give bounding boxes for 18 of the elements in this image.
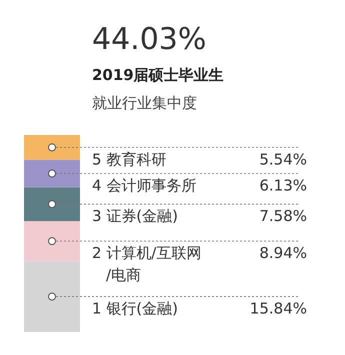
- bar: [24, 160, 80, 188]
- series-label: 5 教育科研: [92, 150, 166, 168]
- series-label: 1 银行(金融): [92, 300, 178, 318]
- series-label: 4 会计师事务所: [92, 176, 196, 194]
- series-label: 2 计算机/互联网/电商: [92, 244, 202, 284]
- bar: [24, 221, 80, 262]
- series-label: 3 证券(金融): [92, 207, 178, 226]
- data-label: 5.54%: [259, 150, 307, 168]
- bar: [24, 187, 80, 222]
- bar: [24, 135, 80, 160]
- x-axis-title: 就业行业集中度: [92, 94, 197, 113]
- data-label: 7.58%: [259, 207, 307, 226]
- bar: [24, 261, 80, 332]
- data-label: 8.94%: [259, 244, 307, 262]
- text: 44.03%: [92, 22, 206, 57]
- data-label: 6.13%: [259, 176, 307, 194]
- text: 2019届硕士毕业生: [92, 66, 224, 85]
- data-label: 15.84%: [250, 300, 307, 318]
